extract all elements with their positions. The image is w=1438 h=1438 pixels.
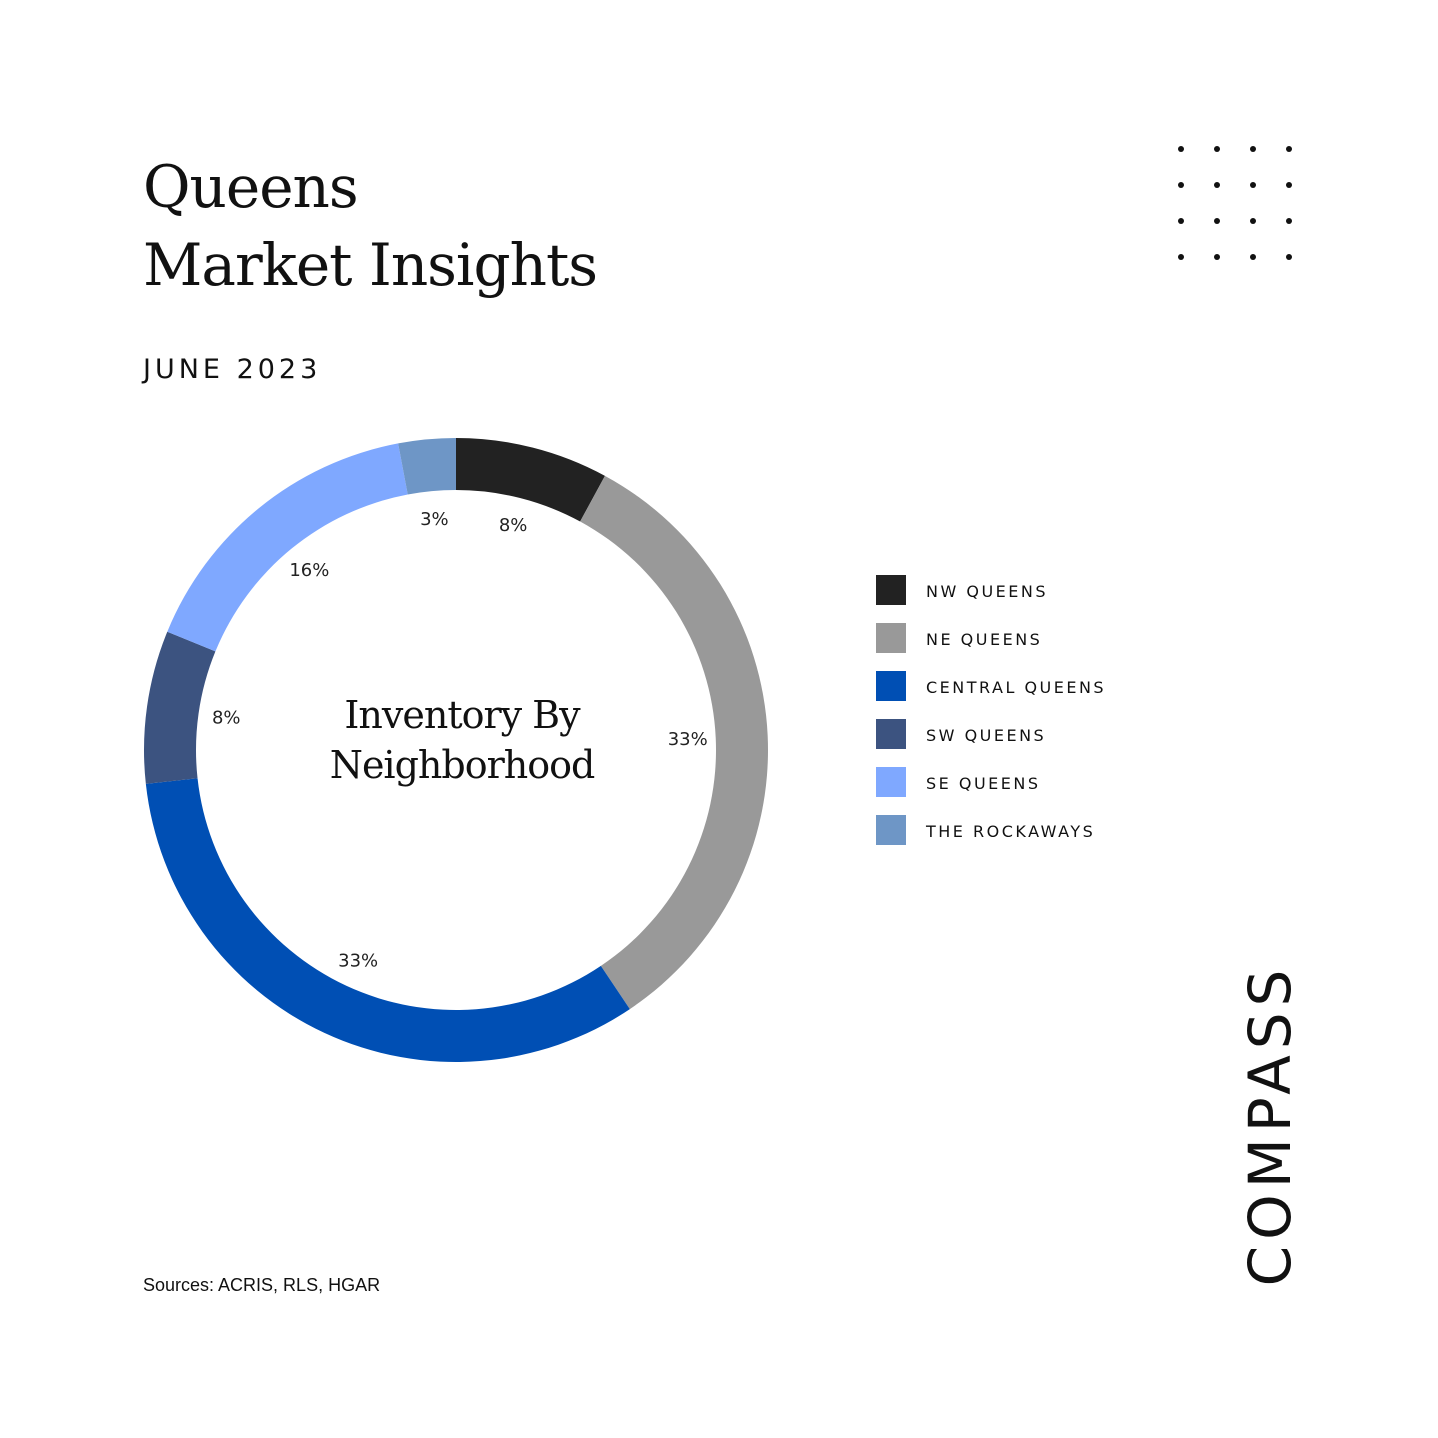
dot: [1250, 254, 1256, 260]
dot: [1214, 146, 1220, 152]
donut-chart: 8% 33% 33% 8% 16% 3%: [144, 438, 768, 1062]
legend-swatch: [876, 815, 906, 845]
donut-slices: [144, 438, 768, 1062]
slice-nw-queens: [456, 438, 605, 522]
legend-swatch: [876, 767, 906, 797]
dot: [1178, 218, 1184, 224]
slice-sw-queens: [144, 631, 216, 784]
legend-swatch: [876, 623, 906, 653]
chart-center-label: Inventory By Neighborhood: [262, 690, 662, 790]
slice-label: 8%: [212, 708, 241, 729]
title-line-1: Queens: [143, 153, 359, 221]
legend-label: NE QUEENS: [926, 630, 1043, 649]
dot: [1214, 182, 1220, 188]
report-date: JUNE 2023: [143, 354, 322, 385]
center-label-line-2: Neighborhood: [329, 743, 596, 787]
dot: [1286, 182, 1292, 188]
page-title: Queens Market Insights: [143, 148, 598, 304]
slice-central-queens: [145, 778, 630, 1062]
dot: [1178, 254, 1184, 260]
title-line-2: Market Insights: [143, 231, 598, 299]
slice-label: 3%: [420, 509, 449, 530]
legend-label: THE ROCKAWAYS: [926, 822, 1096, 841]
slice-label: 33%: [668, 729, 708, 750]
legend-label: CENTRAL QUEENS: [926, 678, 1107, 697]
dot: [1250, 218, 1256, 224]
dot-grid-icon: [1170, 138, 1304, 272]
dot: [1214, 254, 1220, 260]
slice-ne-queens: [580, 475, 768, 1010]
dot: [1286, 146, 1292, 152]
sources-note: Sources: ACRIS, RLS, HGAR: [143, 1275, 381, 1295]
slice-label: 8%: [499, 515, 528, 536]
dot: [1286, 254, 1292, 260]
compass-logo: COMPASS: [1236, 963, 1304, 1287]
slice-label: 33%: [338, 950, 378, 971]
legend-swatch: [876, 671, 906, 701]
dot: [1286, 218, 1292, 224]
dot: [1250, 182, 1256, 188]
legend-label: NW QUEENS: [926, 582, 1049, 601]
dot: [1214, 218, 1220, 224]
dot: [1250, 146, 1256, 152]
center-label-line-1: Inventory By: [344, 693, 580, 737]
slice-the-rockaways: [398, 438, 456, 495]
legend-label: SW QUEENS: [926, 726, 1047, 745]
donut-slice-labels: 8% 33% 33% 8% 16% 3%: [212, 509, 708, 971]
slice-se-queens: [167, 443, 408, 652]
legend-label: SE QUEENS: [926, 774, 1041, 793]
legend-swatch: [876, 575, 906, 605]
slice-label: 16%: [289, 560, 329, 581]
dot: [1178, 146, 1184, 152]
dot: [1178, 182, 1184, 188]
legend-swatch: [876, 719, 906, 749]
